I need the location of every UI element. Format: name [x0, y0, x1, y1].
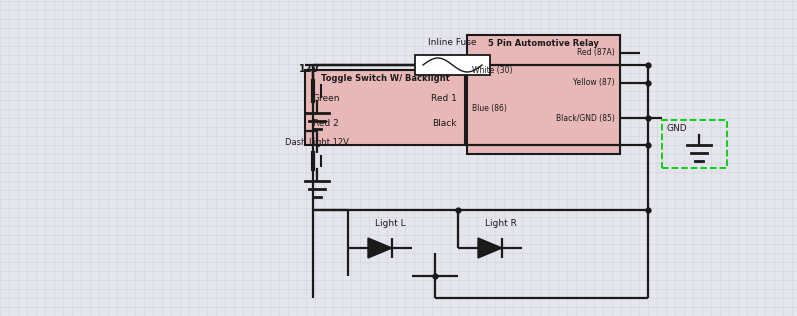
Text: GND: GND: [667, 124, 688, 133]
Text: Light R: Light R: [485, 219, 517, 228]
Text: White (30): White (30): [472, 66, 512, 75]
Text: Yellow (87): Yellow (87): [573, 78, 615, 87]
Polygon shape: [478, 238, 502, 258]
Text: 12V: 12V: [299, 64, 320, 74]
Text: Black: Black: [433, 119, 457, 129]
Polygon shape: [368, 238, 392, 258]
Text: 5 Pin Automotive Relay: 5 Pin Automotive Relay: [488, 39, 599, 48]
Text: Black/GND (85): Black/GND (85): [556, 114, 615, 123]
Text: Red (87A): Red (87A): [577, 48, 615, 57]
Bar: [415, 55, 490, 75]
Text: Red 2: Red 2: [313, 119, 339, 129]
Text: Blue (86): Blue (86): [472, 104, 507, 113]
Bar: [467, 35, 620, 154]
Text: Toggle Switch W/ Backlight: Toggle Switch W/ Backlight: [320, 74, 450, 83]
Text: Dash Light 12V: Dash Light 12V: [285, 138, 349, 147]
Text: Inline Fuse: Inline Fuse: [428, 38, 477, 47]
Bar: [662, 120, 727, 168]
Text: Red 1: Red 1: [431, 94, 457, 103]
Bar: [305, 70, 465, 145]
Text: Light L: Light L: [375, 219, 406, 228]
Text: Green: Green: [313, 94, 340, 103]
